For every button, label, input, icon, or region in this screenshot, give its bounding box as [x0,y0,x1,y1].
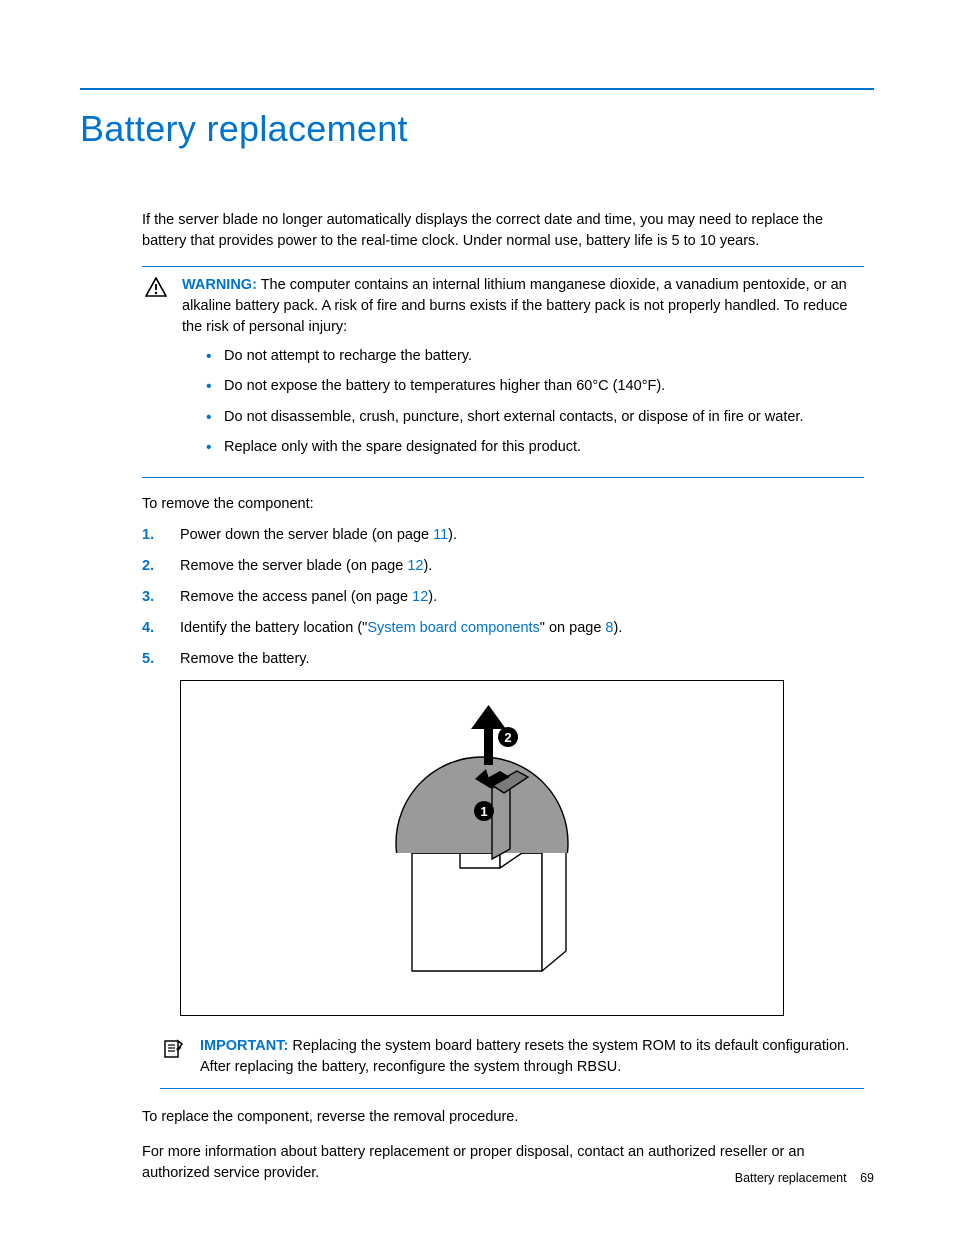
important-body: IMPORTANT: Replacing the system board ba… [200,1036,864,1078]
remove-heading: To remove the component: [142,494,864,515]
page-link[interactable]: 8 [605,620,613,636]
step-text-end: ). [428,589,437,605]
step-text-end: ). [614,620,623,636]
page-footer: Battery replacement 69 [735,1171,874,1185]
warning-bullet: Do not attempt to recharge the battery. [206,346,864,366]
battery-figure: 2 1 [180,680,784,1016]
warning-bullets: Do not attempt to recharge the battery. … [182,346,864,457]
important-label: IMPORTANT: [200,1038,288,1054]
warning-body: WARNING: The computer contains an intern… [182,275,864,467]
step-text: Power down the server blade (on page [180,527,433,543]
important-block: IMPORTANT: Replacing the system board ba… [160,1030,864,1089]
warning-bullet: Do not expose the battery to temperature… [206,376,864,396]
footer-section: Battery replacement [735,1171,847,1185]
warning-block: WARNING: The computer contains an intern… [142,266,864,478]
step-number: 3. [142,587,154,608]
step-3: 3. Remove the access panel (on page 12). [142,587,864,608]
step-text: Remove the access panel (on page [180,589,412,605]
step-text: Remove the server blade (on page [180,558,407,574]
intro-paragraph: If the server blade no longer automatica… [142,210,864,252]
step-number: 2. [142,556,154,577]
important-text: Replacing the system board battery reset… [200,1038,849,1075]
page-link[interactable]: 11 [433,527,448,543]
page-link[interactable]: 12 [407,558,423,574]
warning-icon [142,275,170,467]
warning-bullet: Do not disassemble, crush, puncture, sho… [206,407,864,427]
page-title: Battery replacement [80,108,874,150]
step-number: 4. [142,618,154,639]
step-text: Identify the battery location (" [180,620,367,636]
warning-bullet: Replace only with the spare designated f… [206,437,864,457]
step-2: 2. Remove the server blade (on page 12). [142,556,864,577]
callout-2-label: 2 [504,730,511,745]
step-number: 5. [142,649,154,670]
warning-label: WARNING: [182,277,257,293]
closing-para-1: To replace the component, reverse the re… [142,1107,864,1128]
top-rule [80,88,874,90]
step-4: 4. Identify the battery location ("Syste… [142,618,864,639]
step-text-end: ). [448,527,457,543]
step-text-end: ). [423,558,432,574]
step-text: Remove the battery. [180,651,310,667]
warning-text: The computer contains an internal lithiu… [182,277,848,335]
page-link[interactable]: 12 [412,589,428,605]
battery-diagram-svg: 2 1 [342,693,622,1003]
section-link[interactable]: System board components [367,620,539,636]
step-5: 5. Remove the battery. [142,649,864,670]
step-number: 1. [142,525,154,546]
important-icon [160,1036,188,1078]
removal-steps: 1. Power down the server blade (on page … [142,525,864,670]
callout-1-label: 1 [480,804,487,819]
step-1: 1. Power down the server blade (on page … [142,525,864,546]
step-text-mid: " on page [540,620,606,636]
footer-page-number: 69 [860,1171,874,1185]
